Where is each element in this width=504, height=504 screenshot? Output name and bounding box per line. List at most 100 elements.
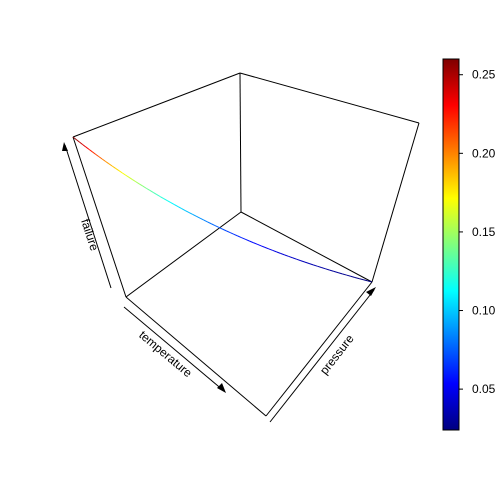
curve-segment <box>226 230 231 234</box>
curve-segment <box>105 160 110 165</box>
curve-segment <box>167 200 172 204</box>
curve-segment <box>308 263 314 266</box>
curve-segment <box>329 269 335 272</box>
curve-segment <box>181 208 186 212</box>
curve-segment <box>333 270 339 274</box>
colorbar-tick-label: 0.05 <box>472 382 496 396</box>
colorbar-tick-label: 0.15 <box>472 225 496 239</box>
plot-box <box>72 72 420 417</box>
curve-segment <box>192 214 197 217</box>
curve-segment <box>121 172 126 176</box>
curve-segment <box>135 181 140 185</box>
pressure-arrowhead <box>366 287 376 296</box>
colorbar-gradient <box>442 58 460 431</box>
curve-segment <box>82 144 87 148</box>
curve-segment <box>241 237 246 240</box>
curve-segment <box>199 217 205 221</box>
curve-segment <box>280 253 285 256</box>
curve-segment <box>249 240 254 244</box>
data-curve <box>72 136 373 283</box>
box-edge <box>239 72 242 213</box>
curve-segment <box>145 187 150 191</box>
box-edge <box>239 72 420 124</box>
curve-segment <box>203 219 208 223</box>
curve-segment <box>196 215 201 219</box>
colorbar-tick-label: 0.20 <box>472 146 496 160</box>
curve-segment <box>317 265 322 268</box>
curve-segment <box>88 148 93 153</box>
curve-segment <box>152 192 158 195</box>
failure-axis-arrow <box>64 144 112 289</box>
curve-segment <box>174 204 179 208</box>
curve-segment <box>325 268 330 271</box>
colorbar-tick-label: 0.10 <box>472 304 496 318</box>
temperature-axis-arrow <box>123 306 225 392</box>
box-edge <box>240 211 373 283</box>
curve-segment <box>354 276 360 280</box>
curve-segment <box>188 212 193 215</box>
curve-segment <box>118 170 123 174</box>
box-edge <box>265 281 373 417</box>
curve-segment <box>211 223 216 227</box>
curve-segment <box>245 238 250 242</box>
curve-segment <box>149 189 154 193</box>
curve-segment <box>346 274 351 277</box>
curve-segment <box>272 250 277 253</box>
curve-segment <box>218 226 223 230</box>
failure-arrowhead <box>62 142 68 151</box>
curve-segment <box>132 179 137 183</box>
curve-segment <box>92 151 96 155</box>
curve-segment <box>163 198 168 202</box>
box-edge <box>72 136 127 298</box>
curve-segment <box>256 243 262 247</box>
curve-segment <box>214 225 219 228</box>
curve-segment <box>139 183 144 187</box>
curve-segment <box>108 163 113 167</box>
curve-segment <box>233 233 238 237</box>
axis-title-temperature: temperature <box>136 328 195 381</box>
box-edge <box>125 296 267 417</box>
curve-segment <box>185 210 190 213</box>
curve-segment <box>156 194 161 198</box>
curve-segment <box>72 136 77 140</box>
curve-segment <box>160 196 165 200</box>
curve-segment <box>75 139 80 143</box>
curve-segment <box>170 202 175 206</box>
curve-segment <box>350 275 356 278</box>
curve-segment <box>321 267 326 270</box>
axis-titles: failure temperature pressure <box>78 217 357 380</box>
curve-segment <box>276 251 281 254</box>
curve-segment <box>284 254 289 257</box>
curve-segment <box>313 264 318 267</box>
curve-segment <box>207 221 212 225</box>
curve-segment <box>292 257 298 260</box>
colorbar-ticks: 0.05 0.10 0.15 0.20 0.25 <box>459 68 496 396</box>
curve-segment <box>142 185 147 189</box>
curve-segment <box>260 245 266 248</box>
curve-segment <box>128 176 133 180</box>
box-edge <box>125 211 242 298</box>
curve-segment <box>367 280 373 283</box>
curve-segment <box>177 206 183 210</box>
curve-segment <box>222 228 227 232</box>
curve-segment <box>288 255 294 259</box>
curve-segment <box>304 261 310 264</box>
curve-segment <box>95 153 100 158</box>
curve-segment <box>111 165 116 169</box>
colorbar: 0.05 0.10 0.15 0.20 0.25 <box>442 58 496 431</box>
curve-segment <box>337 272 343 275</box>
curve-segment <box>229 232 235 235</box>
axis-title-failure: failure <box>78 217 102 253</box>
curve-segment <box>237 235 242 239</box>
curve-segment <box>363 279 368 282</box>
curve-segment <box>268 248 274 251</box>
curve-segment <box>342 273 347 276</box>
temperature-arrowhead <box>217 383 226 393</box>
box-edge <box>371 122 420 283</box>
axis-arrows <box>62 142 376 423</box>
colorbar-tick-label: 0.25 <box>472 68 496 82</box>
curve-segment <box>296 258 302 262</box>
curve-segment <box>359 278 364 281</box>
curve-segment <box>300 260 306 263</box>
